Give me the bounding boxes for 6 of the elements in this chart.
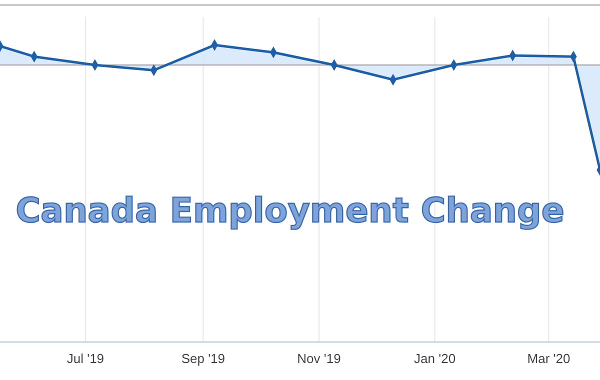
x-tick-label: Nov '19 bbox=[297, 351, 341, 366]
x-tick-label: Jul '19 bbox=[66, 351, 104, 366]
x-tick-label: Jan '20 bbox=[414, 351, 456, 366]
x-tick-label: Sep '19 bbox=[181, 351, 226, 366]
text: Canada Employment Change bbox=[16, 191, 564, 231]
x-tick-label: Mar '20 bbox=[527, 351, 570, 366]
